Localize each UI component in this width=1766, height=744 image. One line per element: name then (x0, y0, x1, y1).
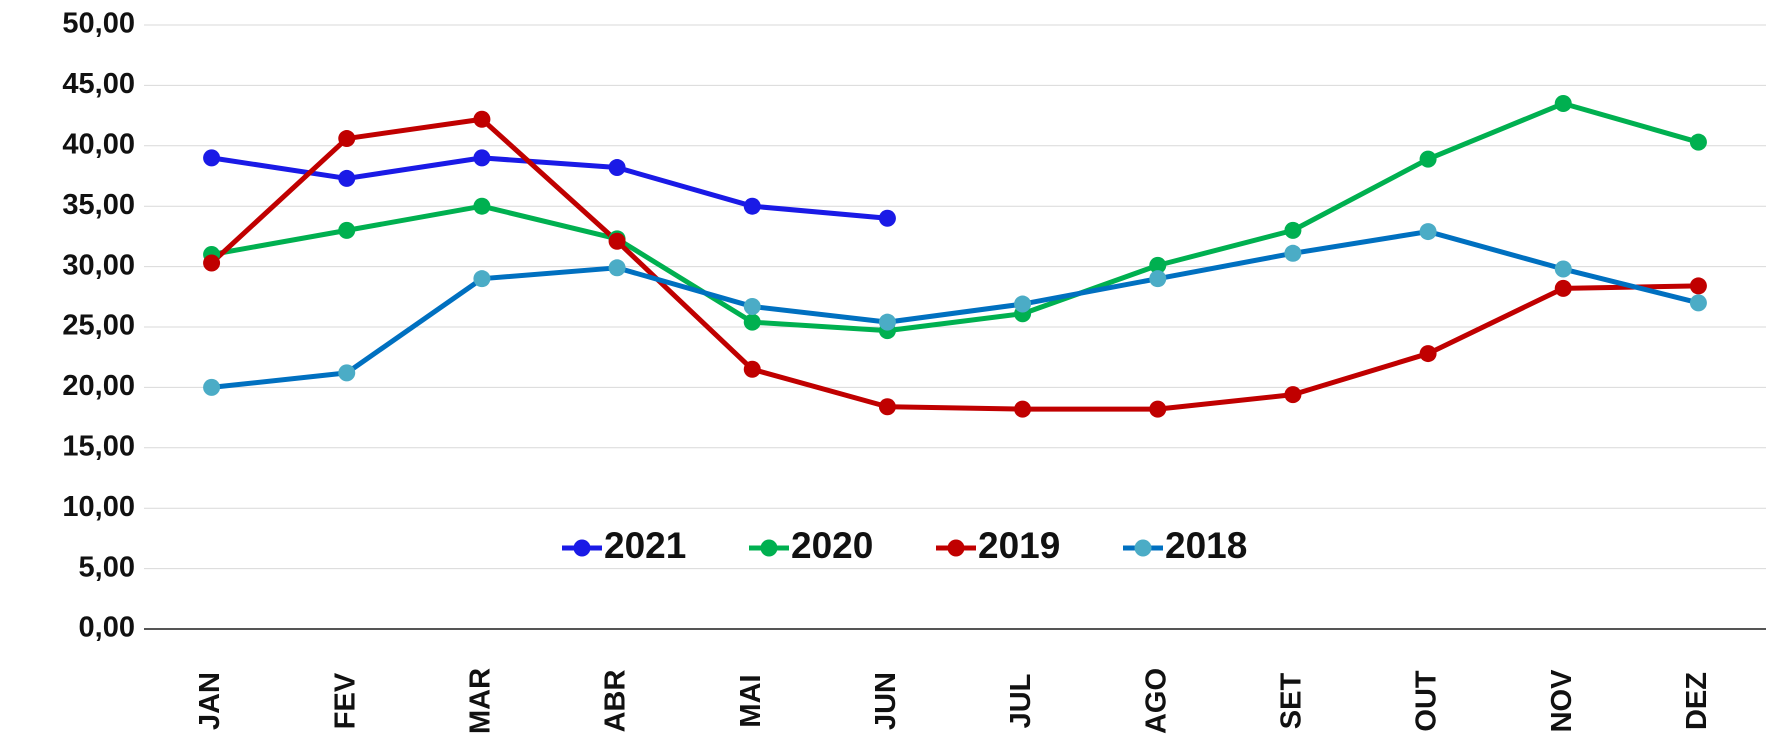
x-tick-label: DEZ (1681, 672, 1713, 730)
point (203, 254, 221, 272)
y-tick-label: 5,00 (79, 551, 135, 583)
point (1284, 386, 1302, 404)
point (338, 169, 356, 187)
point (1149, 270, 1167, 288)
point (473, 149, 491, 167)
legend-marker (573, 539, 591, 557)
point (203, 378, 221, 396)
legend-label: 2020 (791, 525, 873, 566)
series-line (211, 155, 888, 221)
x-tick-label: MAI (735, 674, 767, 727)
point (608, 159, 626, 177)
x-tick-label: JUL (1005, 674, 1037, 729)
point (338, 364, 356, 382)
point (1149, 256, 1167, 274)
series-line (209, 116, 1699, 412)
y-tick-label: 20,00 (62, 370, 135, 402)
point (1284, 221, 1302, 239)
point (743, 360, 761, 378)
x-tick-label: NOV (1546, 669, 1578, 733)
x-tick-label: JUN (870, 672, 902, 730)
point (1014, 295, 1032, 313)
legend-label: 2019 (978, 525, 1060, 566)
point (1419, 345, 1437, 363)
point (743, 313, 761, 331)
series-line (211, 229, 1700, 390)
point (1689, 133, 1707, 151)
point (473, 110, 491, 128)
point (608, 232, 626, 250)
x-tick-label: SET (1276, 673, 1308, 730)
legend-marker (947, 539, 965, 557)
point (1554, 260, 1572, 278)
point (203, 149, 221, 167)
point (878, 313, 896, 331)
legend-label: 2021 (604, 525, 686, 566)
point (473, 197, 491, 215)
point (878, 209, 896, 227)
x-tick-label: AGO (1140, 668, 1172, 734)
x-tick-label: FEV (329, 672, 361, 729)
x-tick-label: OUT (1411, 670, 1443, 732)
point (878, 398, 896, 416)
y-tick-label: 15,00 (62, 430, 135, 462)
legend-marker (760, 539, 778, 557)
point (1689, 277, 1707, 295)
series-line (211, 101, 1700, 334)
point (1149, 400, 1167, 418)
y-tick-label: 30,00 (62, 249, 135, 281)
point (1284, 244, 1302, 262)
point (1014, 400, 1032, 418)
y-tick-label: 45,00 (62, 68, 135, 100)
point (1554, 279, 1572, 297)
point (743, 297, 761, 315)
x-tick-label: ABR (600, 670, 632, 733)
y-tick-label: 10,00 (62, 491, 135, 523)
point (1689, 294, 1707, 312)
x-tick-label: JAN (194, 672, 226, 730)
point (1419, 223, 1437, 241)
point (338, 221, 356, 239)
y-tick-label: 50,00 (62, 8, 135, 40)
legend-marker (1134, 539, 1152, 557)
y-tick-label: 35,00 (62, 189, 135, 221)
point (1554, 95, 1572, 113)
x-tick-label: MAR (465, 668, 497, 734)
point (743, 197, 761, 215)
point (608, 259, 626, 277)
y-tick-label: 40,00 (62, 128, 135, 160)
point (1419, 150, 1437, 168)
point (473, 270, 491, 288)
point (338, 130, 356, 148)
y-tick-label: 0,00 (79, 612, 135, 644)
y-tick-label: 25,00 (62, 310, 135, 342)
legend-label: 2018 (1165, 525, 1247, 566)
